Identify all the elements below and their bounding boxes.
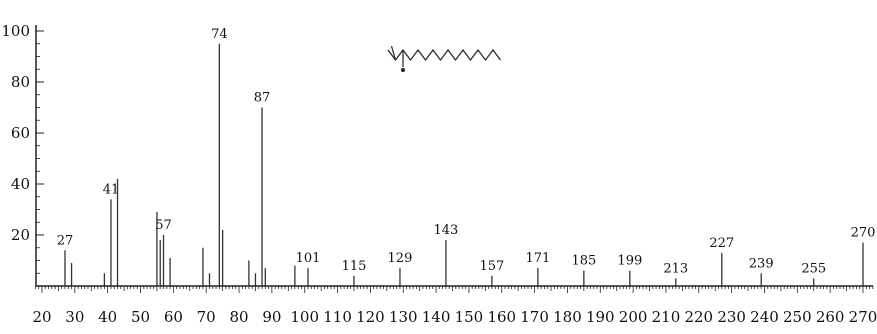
x-tick-label: 230 <box>717 308 746 326</box>
y-tick-label: 100 <box>1 22 30 40</box>
x-tick-label: 180 <box>553 308 582 326</box>
peak-label: 171 <box>525 251 550 266</box>
peak-label: 101 <box>296 251 321 266</box>
peak-label: 129 <box>388 251 413 266</box>
y-tick-label: 40 <box>11 175 30 193</box>
x-tick-label: 200 <box>619 308 648 326</box>
x-tick-label: 70 <box>197 308 216 326</box>
x-tick-label: 40 <box>98 308 117 326</box>
x-tick-label: 150 <box>455 308 484 326</box>
peak-label: 213 <box>663 261 688 276</box>
alkyl-chain <box>387 49 501 61</box>
methyl-branch <box>390 45 397 61</box>
peak-label: 115 <box>342 259 367 274</box>
peak-labels: 27 41 57 74 87 101 115 129 143 157 171 185 199 213 227… <box>57 27 876 277</box>
x-tick-label: 170 <box>520 308 549 326</box>
peak-label: 27 <box>57 233 74 248</box>
x-tick-label: 80 <box>229 308 248 326</box>
x-tick-label: 160 <box>487 308 516 326</box>
x-tick-label: 140 <box>422 308 451 326</box>
x-tick-label: 90 <box>262 308 281 326</box>
x-tick-label: 110 <box>323 308 352 326</box>
x-tick-label: 270 <box>849 308 877 326</box>
peak-bars <box>64 43 864 286</box>
x-tick-label: 100 <box>290 308 319 326</box>
peak-label: 74 <box>211 27 228 42</box>
x-tick-label: 190 <box>586 308 615 326</box>
peak-label: 255 <box>801 261 826 276</box>
y-tick-label: 60 <box>11 124 30 142</box>
peak-label: 57 <box>155 218 172 233</box>
x-tick-label: 50 <box>131 308 150 326</box>
x-tick-label: 240 <box>750 308 779 326</box>
peak-label: 270 <box>851 226 876 241</box>
molecule-structure-inset <box>387 45 501 72</box>
peak-label: 199 <box>617 254 642 269</box>
ester-atom <box>401 68 405 72</box>
minor-ticks <box>35 286 874 293</box>
peak-label: 41 <box>103 182 120 197</box>
x-tick-labels: 20 30 40 50 60 70 80 90 100 110 120 130 140 150 160 170… <box>32 308 877 326</box>
y-tick-label: 20 <box>11 226 30 244</box>
peak-label: 87 <box>254 91 271 106</box>
peak-label: 143 <box>434 223 459 238</box>
x-tick-label: 60 <box>164 308 183 326</box>
x-tick-label: 260 <box>816 308 845 326</box>
x-tick-label: 120 <box>356 308 385 326</box>
x-tick-label: 130 <box>389 308 418 326</box>
x-tick-label: 220 <box>684 308 713 326</box>
peak-label: 239 <box>749 256 774 271</box>
peak-label: 227 <box>709 236 734 251</box>
x-tick-label: 210 <box>652 308 681 326</box>
peak-label: 157 <box>479 259 504 274</box>
peak-label: 185 <box>571 254 596 269</box>
x-tick-label: 30 <box>65 308 84 326</box>
x-tick-label: 250 <box>783 308 812 326</box>
x-tick-label: 20 <box>32 308 51 326</box>
y-tick-labels: 20 40 60 80 100 <box>1 22 44 274</box>
y-tick-label: 80 <box>11 73 30 91</box>
